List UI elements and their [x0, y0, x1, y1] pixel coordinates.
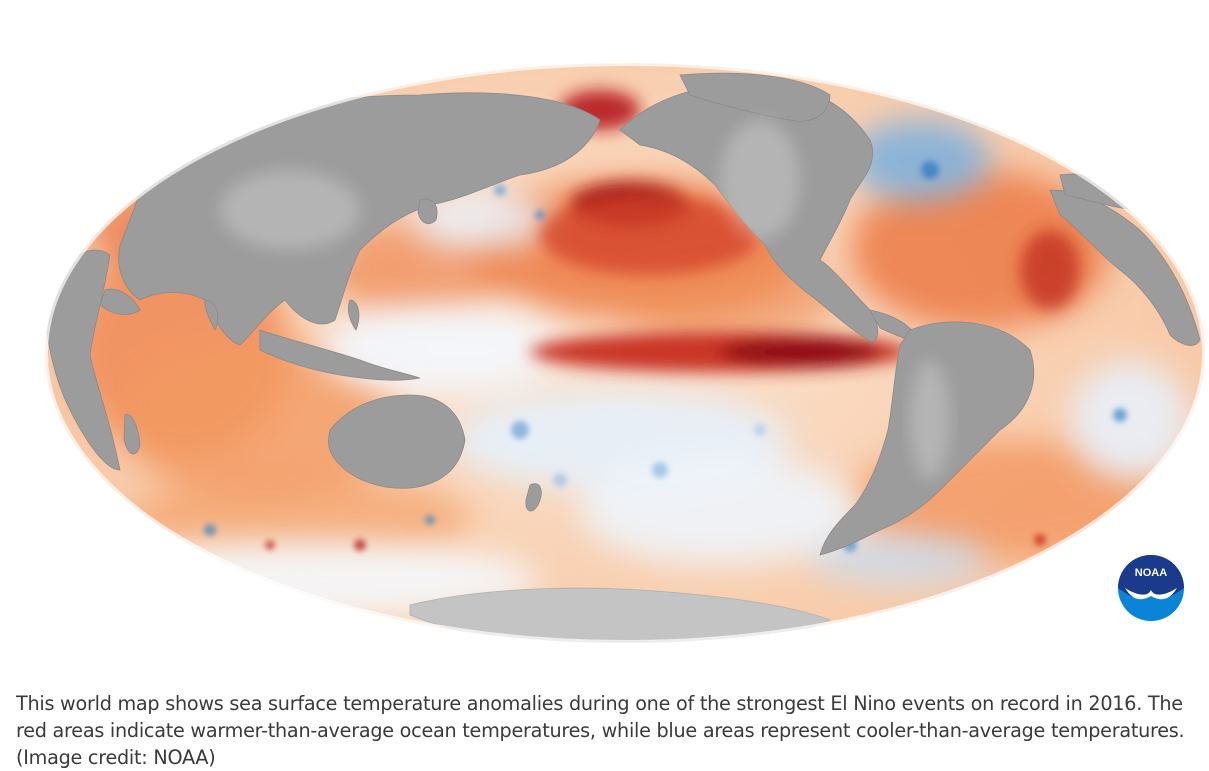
image-caption: This world map shows sea surface tempera… [16, 692, 1185, 769]
japan [417, 198, 438, 225]
noaa-logo: NOAA [1117, 554, 1185, 622]
india [204, 299, 219, 331]
globe-edge [42, 60, 1208, 646]
indonesia [259, 329, 421, 381]
land-relief [220, 120, 950, 480]
arabia [99, 288, 141, 315]
sst-anomaly-map [42, 60, 1208, 646]
madagascar [123, 414, 141, 455]
globe [45, 63, 1205, 643]
philippines [348, 299, 360, 331]
logo-seagull [1125, 588, 1177, 600]
logo-top [1118, 555, 1184, 599]
cool-anomalies [60, 120, 1190, 620]
greenland [679, 72, 831, 122]
map-svg [42, 60, 1208, 646]
eurasia [118, 92, 601, 346]
new-zealand [525, 483, 542, 512]
australia [328, 394, 466, 489]
noaa-seagull-logo-icon: NOAA [1118, 555, 1184, 621]
logo-text: NOAA [1135, 567, 1167, 579]
europe-africa-east [1049, 189, 1201, 346]
antarctica [409, 587, 832, 643]
africa [45, 249, 121, 471]
